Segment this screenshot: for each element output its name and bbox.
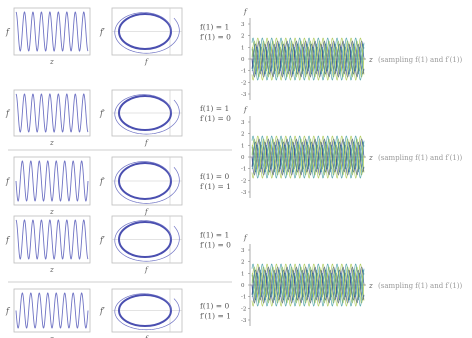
z-axis-label: z <box>49 58 54 66</box>
initial-condition-fprime: f′(1) = 1 <box>200 182 231 191</box>
initial-condition-fprime: f′(1) = 0 <box>200 33 231 42</box>
ensemble-y-tick-label: 0 <box>241 57 245 63</box>
initial-condition-f: f(1) = 1 <box>200 23 229 32</box>
ensemble-y-tick-label: 3 <box>241 248 245 254</box>
ensemble-plot-1: f 3 2 1 0 -1 -2 -3 z (sampling f(1) and f′(1)) <box>241 8 463 100</box>
ensemble-y-tick-label: 1 <box>241 45 245 51</box>
ensemble-y-tick-label: 3 <box>241 22 245 28</box>
ensemble-y-tick-label: 0 <box>241 283 245 289</box>
ensemble-trajectory <box>251 138 365 176</box>
ensemble-trajectory <box>251 263 365 307</box>
f-axis-label-phase: f <box>144 139 149 147</box>
ensemble-trajectory <box>251 37 365 81</box>
f-axis-label: f <box>5 28 11 37</box>
ensemble-y-tick-label: 2 <box>241 132 245 138</box>
ensemble-plot-3: f 3 2 1 0 -1 -2 -3 z (sampling f(1) and f′(1)) <box>241 234 463 326</box>
ensemble-y-tick-label: 1 <box>241 271 245 277</box>
phase-transient-curve <box>114 293 180 331</box>
fprime-axis-label: f′ <box>99 307 105 316</box>
f-oscillation-curve <box>15 160 89 202</box>
ensemble-y-tick-label: 2 <box>241 34 245 40</box>
initial-condition-f: f(1) = 0 <box>200 302 229 311</box>
z-axis-label: z <box>49 208 54 216</box>
f-axis-label: f <box>5 307 11 316</box>
ensemble-trajectory <box>251 141 365 173</box>
initial-condition-fprime: f′(1) = 0 <box>200 241 231 250</box>
solution-row-3: f z f′ f f(1) = 0f′(1) = 1 <box>5 156 231 216</box>
f-plot-frame <box>13 89 91 137</box>
ensemble-plot-2: f 3 2 1 0 -1 -2 -3 z (sampling f(1) and f′(1)) <box>241 106 463 198</box>
f-plot-frame <box>13 288 91 333</box>
initial-condition-f: f(1) = 1 <box>200 231 229 240</box>
ensemble-trajectory <box>251 141 365 173</box>
ensemble-y-tick-label: 3 <box>241 120 245 126</box>
phase-transient-curve <box>114 94 180 135</box>
f-axis-label-phase: f <box>144 208 149 216</box>
initial-condition-f: f(1) = 0 <box>200 172 229 181</box>
fprime-axis-label: f′ <box>99 109 105 118</box>
f-oscillation-curve <box>15 292 89 329</box>
f-plot-frame <box>13 7 91 56</box>
phase-transient-curve <box>114 161 180 204</box>
f-oscillation-curve <box>15 11 89 52</box>
ensemble-trajectory <box>251 135 365 179</box>
ensemble-z-label: z <box>368 56 373 64</box>
ensemble-z-label: z <box>368 154 373 162</box>
initial-condition-f: f(1) = 1 <box>200 104 229 113</box>
z-axis-label: z <box>49 139 54 147</box>
ensemble-y-tick-label: -1 <box>241 295 246 301</box>
sampling-note: (sampling f(1) and f′(1)) <box>378 282 463 290</box>
ensemble-trajectory <box>251 269 365 301</box>
f-axis-label-phase: f <box>144 58 149 66</box>
f-oscillation-curve <box>15 219 89 260</box>
ensemble-trajectory <box>251 269 365 301</box>
ensemble-y-tick-label: -2 <box>241 80 246 86</box>
solution-row-1: f z f′ f f(1) = 1f′(1) = 0 <box>5 7 231 66</box>
z-axis-label: z <box>49 266 54 274</box>
ensemble-f-label: f <box>243 106 248 114</box>
f-plot-frame <box>13 215 91 264</box>
f-plot-frame <box>13 156 91 206</box>
ensemble-trajectory <box>251 266 365 304</box>
sampling-note: (sampling f(1) and f′(1)) <box>378 56 463 64</box>
ensemble-y-tick-label: 2 <box>241 260 245 266</box>
initial-condition-fprime: f′(1) = 0 <box>200 114 231 123</box>
f-axis-label-phase: f <box>144 266 149 274</box>
phase-transient-curve <box>114 220 180 262</box>
solution-row-5: f z f′ f f(1) = 0f′(1) = 1 <box>5 288 231 338</box>
ensemble-y-tick-label: -1 <box>241 69 246 75</box>
ensemble-y-tick-label: 1 <box>241 143 245 149</box>
ensemble-y-tick-label: -3 <box>241 318 247 324</box>
sampling-note: (sampling f(1) and f′(1)) <box>378 154 463 162</box>
initial-condition-fprime: f′(1) = 1 <box>200 312 231 321</box>
ensemble-y-tick-label: -2 <box>241 178 246 184</box>
ensemble-z-label: z <box>368 282 373 290</box>
ensemble-y-tick-label: -3 <box>241 190 247 196</box>
f-oscillation-curve <box>15 93 89 133</box>
fprime-axis-label: f′ <box>99 28 105 37</box>
f-axis-label: f <box>5 236 11 245</box>
f-axis-label: f <box>5 109 11 118</box>
ensemble-y-tick-label: 0 <box>241 155 245 161</box>
f-axis-label: f <box>5 177 11 186</box>
ensemble-trajectory <box>251 43 365 75</box>
ensemble-f-label: f <box>243 234 248 242</box>
ensemble-trajectory <box>251 43 365 75</box>
f-axis-label-phase: f <box>144 335 149 338</box>
phase-transient-curve <box>114 12 180 54</box>
ensemble-trajectory <box>251 40 365 78</box>
ensemble-trajectory <box>251 37 365 81</box>
ensemble-y-tick-label: -1 <box>241 167 246 173</box>
ensemble-trajectory <box>251 263 365 307</box>
fprime-axis-label: f′ <box>99 236 105 245</box>
solution-row-4: f z f′ f f(1) = 1f′(1) = 0 <box>5 215 231 274</box>
ensemble-y-tick-label: -3 <box>241 92 247 98</box>
fprime-axis-label: f′ <box>99 177 105 186</box>
z-axis-label: z <box>49 335 54 338</box>
solution-row-2: f z f′ f f(1) = 1f′(1) = 0 <box>5 89 231 147</box>
ensemble-f-label: f <box>243 8 248 16</box>
ensemble-trajectory <box>251 135 365 179</box>
ensemble-y-tick-label: -2 <box>241 306 246 312</box>
